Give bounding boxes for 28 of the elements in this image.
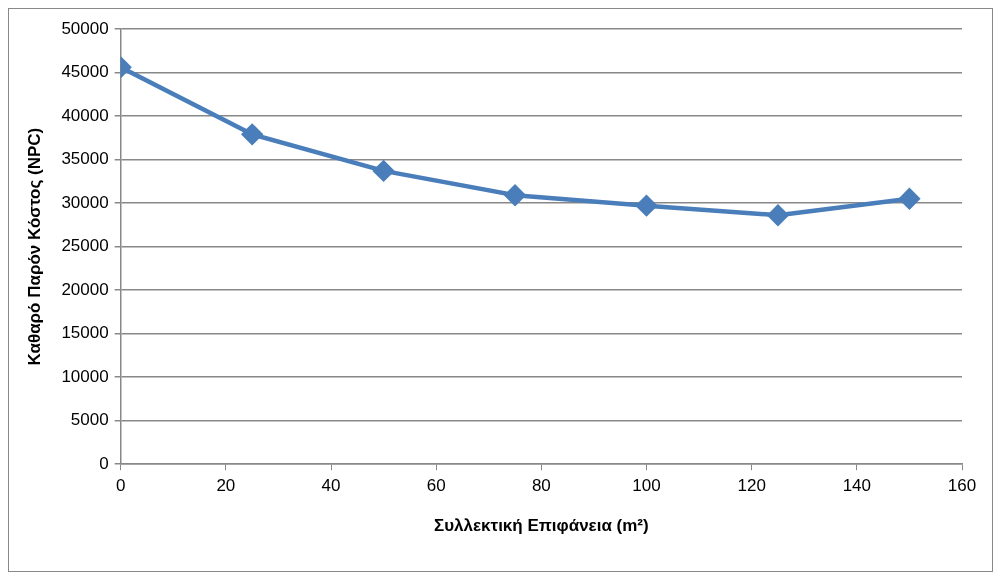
point xyxy=(241,124,263,145)
y-tick-label: 25000 xyxy=(61,236,109,256)
y-tick-label: 10000 xyxy=(61,366,109,386)
x-tick-label: 100 xyxy=(632,476,661,496)
y-tick-label: 40000 xyxy=(61,105,109,125)
x-tick-label: 0 xyxy=(115,476,126,496)
point xyxy=(899,188,920,209)
x-tick-label: 20 xyxy=(216,476,236,496)
x-tick-label: 60 xyxy=(426,476,446,496)
y-tick-label: 0 xyxy=(99,453,109,473)
x-tick-label: 80 xyxy=(531,476,551,496)
y-axis-title: Καθαρό Παρόν Κόστος (NPC) xyxy=(24,127,44,366)
x-tick-label: 120 xyxy=(737,476,766,496)
point xyxy=(504,185,526,206)
y-tick-label: 20000 xyxy=(61,279,109,299)
y-tick-label: 50000 xyxy=(61,18,109,38)
x-tick-label: 160 xyxy=(947,476,977,496)
y-tick-label: 35000 xyxy=(61,149,109,169)
y-tick-label: 30000 xyxy=(61,192,109,212)
x-tick-label: 40 xyxy=(321,476,341,496)
x-tick-label: 140 xyxy=(842,476,872,496)
point xyxy=(373,160,394,182)
y-tick-label: 15000 xyxy=(61,323,109,343)
y-tick-label: 45000 xyxy=(61,62,109,82)
y-tick-label: 5000 xyxy=(70,410,109,430)
point xyxy=(767,205,789,226)
point xyxy=(636,195,657,216)
x-axis-title: Συλλεκτική Επιφάνεια (m²) xyxy=(434,516,649,536)
